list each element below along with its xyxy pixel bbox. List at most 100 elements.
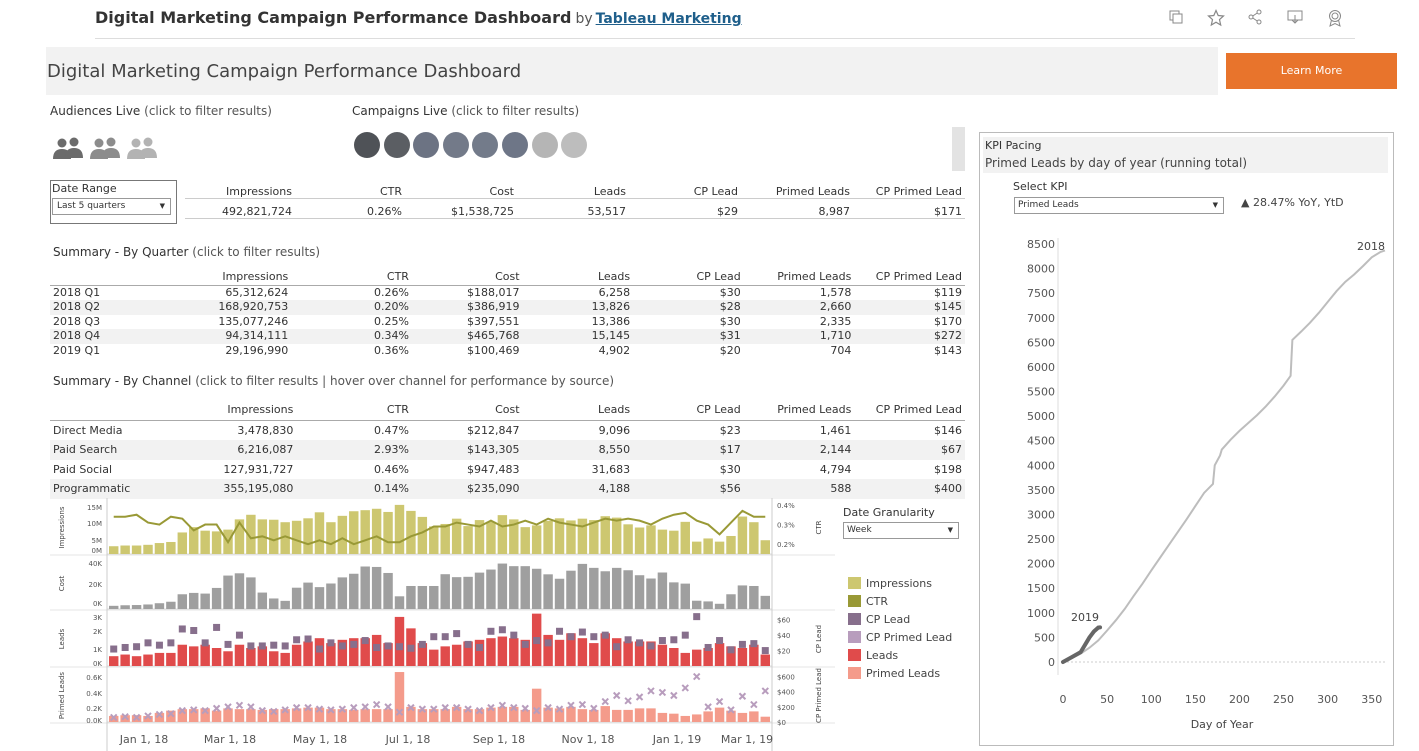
campaign-dot[interactable]	[561, 132, 588, 158]
marker-cp-primed-lead[interactable]	[372, 700, 381, 709]
bar-primed-leads[interactable]	[509, 706, 519, 722]
bar-primed-leads[interactable]	[543, 707, 553, 722]
marker-cp-primed-lead[interactable]	[315, 705, 324, 713]
bar-leads[interactable]	[394, 616, 405, 666]
marker-cp-lead[interactable]	[510, 631, 518, 639]
bar-cost[interactable]	[371, 566, 382, 609]
bar-primed-leads[interactable]	[634, 708, 645, 722]
marker-cp-lead[interactable]	[384, 642, 392, 650]
marker-cp-primed-lead[interactable]	[132, 713, 141, 722]
table-row[interactable]: Paid Social 127,931,727 0.46% $947,483 31,68…	[50, 460, 965, 480]
bar-primed-leads[interactable]	[246, 709, 256, 722]
bar-cost[interactable]	[291, 587, 302, 609]
bar-cost[interactable]	[211, 587, 222, 609]
marker-cp-primed-lead[interactable]	[464, 705, 472, 713]
bar-cost[interactable]	[143, 604, 153, 609]
bar-impressions[interactable]	[211, 531, 222, 554]
award-icon[interactable]	[1326, 9, 1344, 27]
bar-primed-leads[interactable]	[726, 710, 736, 722]
marker-cp-lead[interactable]	[258, 642, 266, 650]
bar-cost[interactable]	[703, 601, 713, 609]
bar-impressions[interactable]	[714, 541, 725, 554]
bar-impressions[interactable]	[154, 543, 165, 554]
bar-cost[interactable]	[303, 582, 313, 609]
bar-leads[interactable]	[669, 648, 679, 666]
marker-cp-lead[interactable]	[464, 640, 472, 648]
bar-primed-leads[interactable]	[394, 672, 405, 722]
bar-cost[interactable]	[657, 572, 668, 609]
bar-impressions[interactable]	[600, 516, 610, 554]
bar-leads[interactable]	[543, 634, 553, 666]
bar-leads[interactable]	[257, 646, 268, 666]
select-kpi-dropdown[interactable]: Primed Leads ▼	[1014, 197, 1224, 214]
share-icon[interactable]	[1246, 9, 1264, 27]
bar-primed-leads[interactable]	[497, 706, 508, 722]
marker-cp-lead[interactable]	[224, 640, 232, 648]
bar-impressions[interactable]	[120, 545, 130, 554]
campaign-dot[interactable]	[531, 132, 558, 158]
marker-cp-primed-lead[interactable]	[292, 703, 301, 712]
bar-primed-leads[interactable]	[269, 709, 279, 722]
marker-cp-primed-lead[interactable]	[750, 700, 758, 709]
bar-primed-leads[interactable]	[360, 709, 370, 722]
marker-cp-lead[interactable]	[613, 643, 621, 651]
bar-impressions[interactable]	[406, 510, 416, 554]
bar-leads[interactable]	[566, 633, 576, 666]
marker-cp-lead[interactable]	[201, 639, 209, 647]
bar-impressions[interactable]	[646, 525, 656, 554]
marker-cp-lead[interactable]	[270, 641, 278, 649]
marker-cp-primed-lead[interactable]	[761, 687, 769, 695]
bar-impressions[interactable]	[417, 516, 428, 554]
bar-primed-leads[interactable]	[109, 715, 119, 722]
bar-leads[interactable]	[520, 639, 530, 666]
marker-cp-primed-lead[interactable]	[612, 691, 621, 700]
marker-cp-lead[interactable]	[235, 631, 243, 639]
marker-cp-lead[interactable]	[395, 643, 403, 651]
marker-cp-lead[interactable]	[590, 633, 598, 641]
bar-leads[interactable]	[177, 644, 188, 666]
bar-cost[interactable]	[737, 585, 748, 609]
marker-cp-lead[interactable]	[636, 639, 644, 647]
bar-impressions[interactable]	[440, 523, 450, 554]
marker-cp-lead[interactable]	[247, 642, 255, 650]
bar-leads[interactable]	[349, 638, 359, 666]
marker-cp-primed-lead[interactable]	[281, 706, 289, 714]
legend-item[interactable]: Primed Leads	[848, 667, 940, 680]
bar-leads[interactable]	[623, 641, 633, 666]
marker-cp-lead[interactable]	[761, 647, 769, 655]
marker-cp-primed-lead[interactable]	[601, 697, 609, 706]
scrollbar[interactable]	[952, 127, 965, 171]
bar-cost[interactable]	[383, 572, 393, 609]
marker-cp-lead[interactable]	[727, 646, 735, 654]
bar-leads[interactable]	[246, 648, 256, 666]
marker-cp-primed-lead[interactable]	[510, 703, 518, 712]
marker-cp-lead[interactable]	[647, 642, 655, 650]
marker-cp-primed-lead[interactable]	[555, 705, 564, 713]
marker-cp-primed-lead[interactable]	[110, 713, 118, 722]
marker-cp-primed-lead[interactable]	[395, 708, 404, 716]
bar-leads[interactable]	[143, 654, 153, 666]
marker-cp-lead[interactable]	[498, 626, 506, 634]
bar-leads[interactable]	[680, 652, 690, 666]
legend-item[interactable]: CTR	[848, 595, 888, 608]
marker-cp-primed-lead[interactable]	[327, 706, 335, 714]
bar-primed-leads[interactable]	[657, 712, 668, 722]
bar-impressions[interactable]	[474, 520, 485, 554]
author-link[interactable]: Tableau Marketing	[595, 11, 742, 27]
bar-leads[interactable]	[200, 644, 210, 666]
bar-impressions[interactable]	[749, 522, 759, 554]
totals-row[interactable]: 492,821,724 0.26% $1,538,725 53,517 $29 …	[185, 198, 965, 219]
bar-leads[interactable]	[474, 639, 485, 666]
bar-impressions[interactable]	[451, 518, 462, 554]
bar-leads[interactable]	[646, 641, 656, 666]
marker-cp-lead[interactable]	[167, 639, 175, 647]
bar-leads[interactable]	[451, 644, 462, 666]
copy-icon[interactable]	[1167, 9, 1185, 27]
bar-primed-leads[interactable]	[669, 713, 679, 722]
bar-cost[interactable]	[531, 568, 542, 609]
marker-cp-lead[interactable]	[304, 635, 312, 643]
bar-cost[interactable]	[314, 587, 325, 609]
marker-cp-lead[interactable]	[190, 627, 198, 635]
marker-cp-primed-lead[interactable]	[704, 703, 712, 711]
marker-cp-primed-lead[interactable]	[258, 706, 267, 715]
